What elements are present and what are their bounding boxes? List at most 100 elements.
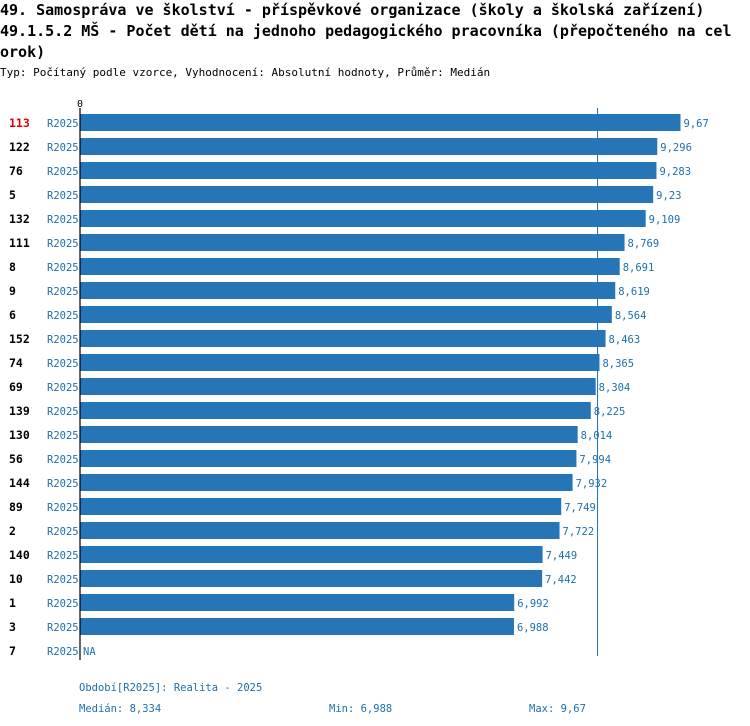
bar (80, 330, 606, 347)
period-label: R2025 (47, 214, 79, 226)
period-label: R2025 (47, 310, 79, 322)
bar (80, 354, 600, 371)
bar (80, 498, 562, 515)
rank-label: 6 (9, 308, 16, 322)
footer-max: Max: 9,67 (529, 703, 586, 715)
rank-label: 89 (9, 500, 23, 514)
rank-label: 3 (9, 620, 16, 634)
chart-subtitle: Typ: Počítaný podle vzorce, Vyhodnocení:… (0, 66, 491, 79)
rank-label: 140 (9, 548, 30, 562)
bar (80, 570, 543, 587)
bar (80, 402, 591, 419)
value-label: NA (83, 646, 96, 658)
bar (80, 450, 577, 467)
bar (80, 306, 612, 323)
rank-label: 113 (9, 116, 30, 130)
rank-label: 2 (9, 524, 16, 538)
value-label: 7,722 (563, 526, 595, 538)
chart-title-line-3: orok) (0, 43, 46, 61)
bar (80, 186, 654, 203)
period-label: R2025 (47, 430, 79, 442)
period-label: R2025 (47, 502, 79, 514)
rank-label: 144 (9, 476, 30, 490)
period-label: R2025 (47, 286, 79, 298)
value-label: 8,304 (599, 382, 631, 394)
value-label: 8,769 (628, 238, 660, 250)
period-label: R2025 (47, 262, 79, 274)
footer-period: Období[R2025]: Realita - 2025 (79, 682, 263, 694)
bar (80, 474, 573, 491)
rank-label: 56 (9, 452, 23, 466)
bar (80, 282, 616, 299)
rank-label: 76 (9, 164, 23, 178)
chart-title-line-1: 49. Samospráva ve školství - příspěvkové… (0, 1, 705, 19)
value-label: 6,992 (517, 598, 549, 610)
value-label: 7,932 (576, 478, 608, 490)
bar (80, 258, 620, 275)
rank-label: 132 (9, 212, 30, 226)
value-label: 9,296 (660, 142, 692, 154)
period-label: R2025 (47, 406, 79, 418)
footer-median: Medián: 8,334 (79, 703, 162, 715)
period-label: R2025 (47, 574, 79, 586)
rank-label: 1 (9, 596, 16, 610)
period-label: R2025 (47, 334, 79, 346)
value-label: 6,988 (517, 622, 549, 634)
bar (80, 378, 596, 395)
period-label: R2025 (47, 550, 79, 562)
rank-label: 7 (9, 644, 16, 658)
period-label: R2025 (47, 358, 79, 370)
axis-zero-label: 0 (77, 99, 83, 110)
rank-label: 9 (9, 284, 16, 298)
period-label: R2025 (47, 598, 79, 610)
value-label: 7,442 (545, 574, 577, 586)
rank-label: 74 (9, 356, 23, 370)
bar (80, 114, 681, 131)
rank-label: 111 (9, 236, 30, 250)
period-label: R2025 (47, 142, 79, 154)
rank-label: 8 (9, 260, 16, 274)
value-label: 7,994 (579, 454, 611, 466)
value-label: 7,749 (564, 502, 596, 514)
value-label: 8,564 (615, 310, 647, 322)
rank-label: 152 (9, 332, 30, 346)
period-label: R2025 (47, 190, 79, 202)
value-label: 8,619 (618, 286, 650, 298)
rank-label: 10 (9, 572, 23, 586)
bar (80, 426, 578, 443)
period-label: R2025 (47, 478, 79, 490)
rank-label: 122 (9, 140, 30, 154)
value-label: 7,449 (546, 550, 578, 562)
footer-min: Min: 6,988 (329, 703, 393, 715)
period-label: R2025 (47, 382, 79, 394)
rank-label: 69 (9, 380, 23, 394)
rank-label: 139 (9, 404, 30, 418)
period-label: R2025 (47, 454, 79, 466)
bar (80, 618, 514, 635)
rank-label: 130 (9, 428, 30, 442)
rank-label: 5 (9, 188, 16, 202)
value-label: 8,691 (623, 262, 655, 274)
period-label: R2025 (47, 526, 79, 538)
period-label: R2025 (47, 646, 79, 658)
value-label: 8,463 (609, 334, 641, 346)
chart-title-line-2: 49.1.5.2 MŠ - Počet dětí na jednoho peda… (0, 22, 732, 40)
bar (80, 594, 515, 611)
value-label: 8,225 (594, 406, 626, 418)
bar (80, 234, 625, 251)
value-label: 8,365 (602, 358, 634, 370)
period-label: R2025 (47, 622, 79, 634)
bar (80, 162, 657, 179)
bar (80, 210, 646, 227)
bar (80, 546, 543, 563)
period-label: R2025 (47, 118, 79, 130)
value-label: 9,109 (649, 214, 681, 226)
value-label: 9,23 (656, 190, 681, 202)
bar (80, 138, 658, 155)
value-label: 9,283 (659, 166, 691, 178)
value-label: 9,67 (684, 118, 709, 130)
period-label: R2025 (47, 166, 79, 178)
value-label: 8,014 (581, 430, 613, 442)
bar (80, 522, 560, 539)
